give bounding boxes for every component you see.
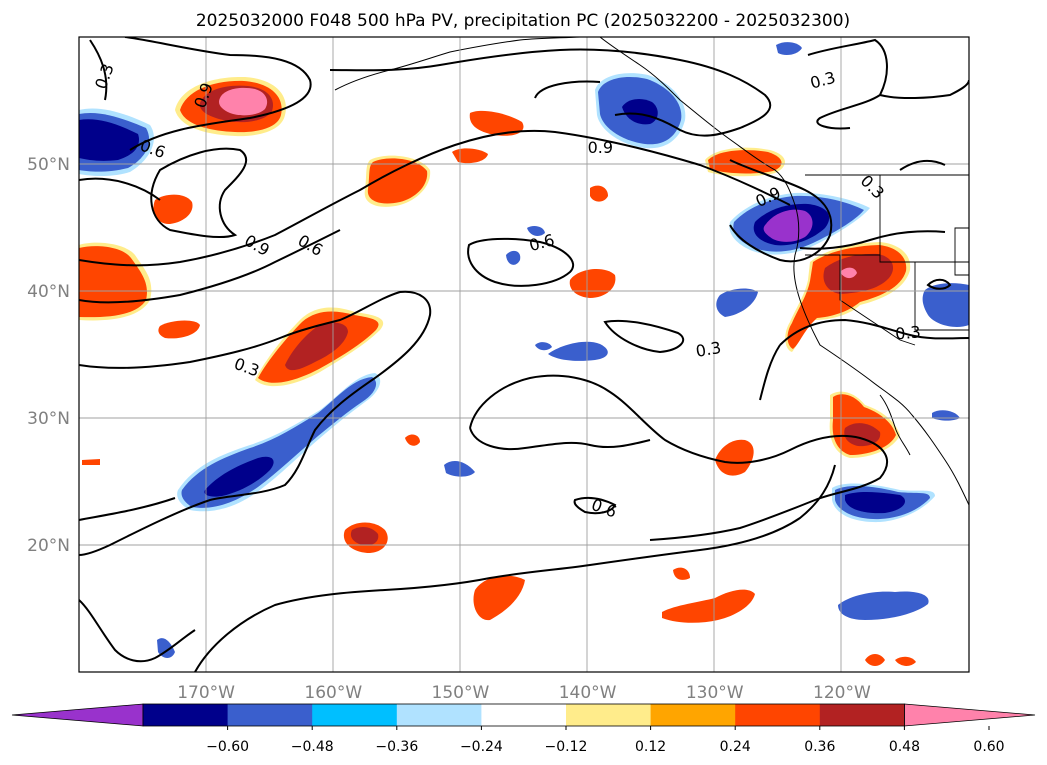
lat-tick-label: 40°N (27, 282, 70, 302)
colorbar-tick-label: −0.60 (206, 739, 249, 755)
colorbar-segment (227, 704, 313, 726)
precip-positive-region (865, 654, 916, 666)
colorbar-tick-label: −0.12 (545, 739, 588, 755)
colorbar-extend-low (11, 703, 144, 727)
precip-positive-region (255, 307, 384, 387)
colorbar-segment (396, 704, 482, 726)
lat-tick-labels: 50°N 40°N 30°N 20°N (27, 155, 70, 556)
lat-tick-label: 50°N (27, 155, 70, 175)
colorbar-tick-label: −0.36 (375, 739, 418, 755)
contour-label-7: 0.9 (588, 138, 613, 157)
lon-tick-label: 150°W (432, 683, 490, 703)
colorbar-tick-label: 0.48 (889, 739, 920, 755)
colorbar-segment (312, 704, 398, 726)
colorbar-tick-label: 0.12 (635, 739, 666, 755)
colorbar-tick-label: 0.24 (720, 739, 751, 755)
precip-positive-region (705, 147, 786, 177)
precip-negative-region (79, 108, 154, 176)
lon-tick-label: 160°W (304, 683, 362, 703)
colorbar-segment (735, 704, 821, 726)
lon-tick-labels: 170°W 160°W 150°W 140°W 130°W 120°W (177, 683, 871, 703)
colorbar: −0.60 −0.48 −0.36 −0.24 −0.12 0.12 0.24 0.36 0.4… (11, 703, 1036, 755)
contour-label-12: 0.3 (694, 338, 722, 361)
colorbar-segment (481, 704, 567, 726)
precip-negative-region (595, 42, 802, 149)
colorbar-tick-label: −0.48 (291, 739, 334, 755)
colorbar-tick-label: 0.36 (804, 739, 835, 755)
precip-negative-region (157, 225, 608, 658)
colorbar-outline (142, 703, 905, 727)
colorbar-segment (819, 704, 905, 726)
colorbar-segment (650, 704, 736, 726)
pv-contours (79, 37, 969, 672)
precip-positive-region (343, 434, 755, 623)
colorbar-tick-label: −0.24 (460, 739, 503, 755)
colorbar-segment (566, 704, 652, 726)
map-frame (78, 36, 970, 673)
lon-tick-label: 140°W (559, 683, 617, 703)
colorbar-segment (143, 704, 229, 726)
contour-label-text: 0.3 (694, 338, 722, 361)
precip-positive-region (175, 76, 286, 137)
contour-label-11: 0.3 (894, 322, 921, 343)
lon-tick-label: 170°W (177, 683, 235, 703)
lat-tick-label: 30°N (27, 409, 70, 429)
chart-title: 2025032000 F048 500 hPa PV, precipitatio… (196, 11, 850, 31)
lon-tick-label: 120°W (813, 683, 871, 703)
lat-tick-label: 20°N (27, 536, 70, 556)
colorbar-extend-high (904, 703, 1036, 727)
lon-tick-label: 130°W (686, 683, 744, 703)
colorbar-tick-label: 0.60 (973, 739, 1004, 755)
precip-positive-region (829, 391, 900, 458)
contour-label-text: 0.9 (588, 138, 613, 157)
precip-negative-region (716, 283, 969, 620)
coastlines (334, 37, 969, 506)
precip-negative-region (729, 192, 870, 255)
contour-label-text: 0.3 (894, 322, 921, 343)
state-borders (805, 174, 969, 346)
